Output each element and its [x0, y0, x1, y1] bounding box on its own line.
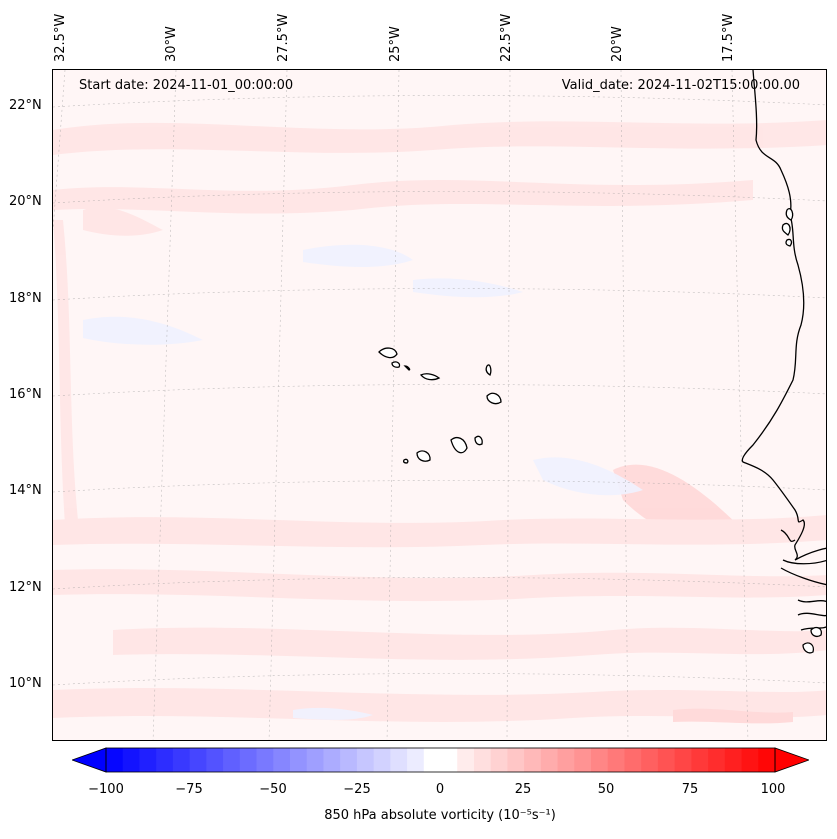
lon-label-22-5w: 22.5°W [499, 13, 514, 62]
lon-label-17-5w: 17.5°W [721, 13, 736, 62]
colorbar-cell [390, 748, 408, 772]
colorbar-cell [340, 748, 358, 772]
colorbar-cell [490, 748, 508, 772]
colorbar-cell [473, 748, 492, 772]
lon-label-25w: 25°W [388, 26, 403, 62]
colorbar-cell [356, 748, 375, 772]
graticule [53, 70, 826, 740]
colorbar-cell [239, 748, 258, 772]
lat-label-14n: 14°N [9, 483, 42, 498]
lat-label-12n: 12°N [9, 580, 42, 595]
lon-label-32-5w: 32.5°W [53, 13, 68, 62]
colorbar-tick-label: 75 [681, 782, 699, 797]
lon-label-20w: 20°W [610, 26, 625, 62]
colorbar-cell [323, 748, 341, 772]
colorbar-cell [624, 748, 642, 772]
colorbar-cell [524, 748, 542, 772]
colorbar-cell [724, 748, 743, 772]
vorticity-field [53, 70, 826, 740]
map-panel: Start date: 2024-11-01_00:00:00 Valid_da… [52, 69, 827, 741]
colorbar [72, 747, 809, 773]
colorbar-cells [106, 748, 776, 772]
colorbar-cell [741, 748, 759, 772]
colorbar-cell [206, 748, 224, 772]
colorbar-cell [457, 748, 475, 772]
colorbar-extend-min [72, 747, 107, 773]
lon-label-27-5w: 27.5°W [276, 13, 291, 62]
colorbar-tick-label: −25 [343, 782, 371, 797]
colorbar-cell [641, 748, 659, 772]
coastline-islands [378, 208, 822, 654]
colorbar-cell [172, 748, 191, 772]
colorbar-tick-label: −75 [175, 782, 203, 797]
colorbar-cell [273, 748, 291, 772]
vorticity-negative-patches [83, 244, 643, 720]
colorbar-cell [607, 748, 625, 772]
colorbar-cell [657, 748, 676, 772]
colorbar-extend-max [774, 747, 809, 773]
valid-date-label: Valid_date: 2024-11-02T15:00:00.00 [561, 78, 800, 93]
colorbar-cell [139, 748, 157, 772]
start-date-label: Start date: 2024-11-01_00:00:00 [79, 78, 294, 93]
colorbar-cell [223, 748, 241, 772]
colorbar-cell [156, 748, 174, 772]
colorbar-cell [256, 748, 274, 772]
colorbar-cell [106, 748, 124, 772]
lat-label-16n: 16°N [9, 387, 42, 402]
colorbar-cell [674, 748, 692, 772]
colorbar-tick-label: 0 [435, 782, 445, 797]
vorticity-positive-bands [53, 120, 826, 724]
colorbar-cell [557, 748, 575, 772]
colorbar-cell [407, 748, 425, 772]
colorbar-cell [591, 748, 609, 772]
colorbar-cell [289, 748, 308, 772]
lon-label-30w: 30°W [164, 26, 179, 62]
colorbar-tick-label: −100 [88, 782, 124, 797]
lat-label-10n: 10°N [9, 676, 42, 691]
colorbar-cell [507, 748, 525, 772]
colorbar-cell [708, 748, 726, 772]
colorbar-cell [440, 748, 458, 772]
colorbar-label: 850 hPa absolute vorticity (10⁻⁵s⁻¹) [324, 808, 556, 823]
colorbar-cell [423, 748, 442, 772]
colorbar-cell [189, 748, 207, 772]
colorbar-tick-label: 25 [514, 782, 532, 797]
lat-label-18n: 18°N [9, 291, 42, 306]
colorbar-frame [105, 747, 776, 773]
lat-label-20n: 20°N [9, 194, 42, 209]
lat-label-22n: 22°N [9, 98, 42, 113]
coastline-africa [741, 70, 826, 631]
colorbar-cell [122, 748, 140, 772]
colorbar-cell [373, 748, 391, 772]
colorbar-cell [574, 748, 592, 772]
colorbar-tick-label: 50 [597, 782, 615, 797]
colorbar-tick-label: −50 [259, 782, 287, 797]
colorbar-cell [758, 748, 776, 772]
colorbar-cell [306, 748, 324, 772]
colorbar-cell [540, 748, 559, 772]
colorbar-tick-label: 100 [760, 782, 786, 797]
colorbar-cell [691, 748, 709, 772]
